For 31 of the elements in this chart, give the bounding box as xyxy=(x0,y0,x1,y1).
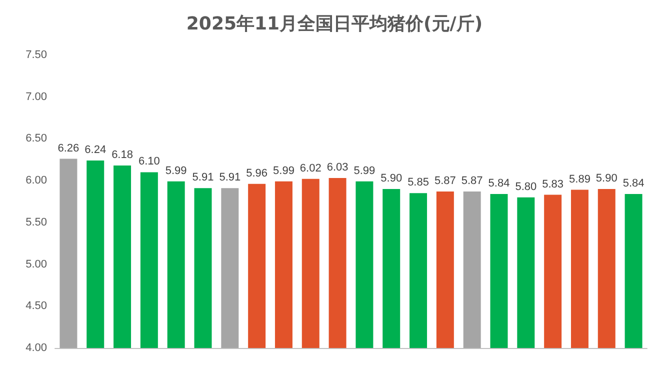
data-label: 5.99 xyxy=(354,164,376,177)
data-label: 5.80 xyxy=(515,180,537,193)
data-label: 6.26 xyxy=(58,142,80,154)
data-label: 5.99 xyxy=(165,164,187,177)
data-label: 6.24 xyxy=(84,144,106,156)
y-tick-label: 4.00 xyxy=(26,342,47,354)
data-label: 5.96 xyxy=(246,167,268,180)
data-label: 5.87 xyxy=(434,174,456,187)
data-label: 5.84 xyxy=(622,177,644,190)
data-label: 5.91 xyxy=(192,172,214,184)
data-label: 5.90 xyxy=(596,172,618,184)
data-label: 6.02 xyxy=(300,162,322,174)
y-tick-label: 7.00 xyxy=(26,90,47,103)
y-tick-label: 5.50 xyxy=(26,216,47,228)
y-tick-label: 6.50 xyxy=(26,132,47,145)
data-label: 5.85 xyxy=(408,176,429,189)
chart-title: 2025年11月全国日平均猪价(元/斤) xyxy=(186,14,483,34)
data-label: 6.03 xyxy=(326,162,348,174)
y-tick-label: 6.00 xyxy=(26,174,47,187)
data-label: 5.99 xyxy=(273,164,294,177)
y-tick-label: 5.00 xyxy=(26,258,47,270)
data-label: 5.87 xyxy=(461,174,483,187)
data-label: 5.84 xyxy=(488,177,510,190)
data-label: 5.89 xyxy=(569,173,590,186)
data-label: 5.91 xyxy=(219,172,241,184)
data-label: 5.83 xyxy=(542,178,564,190)
data-label: 5.90 xyxy=(380,172,402,184)
data-label: 6.10 xyxy=(138,156,160,168)
data-label: 6.18 xyxy=(112,149,133,162)
y-tick-label: 7.50 xyxy=(26,49,47,61)
y-tick-label: 4.50 xyxy=(26,300,47,312)
